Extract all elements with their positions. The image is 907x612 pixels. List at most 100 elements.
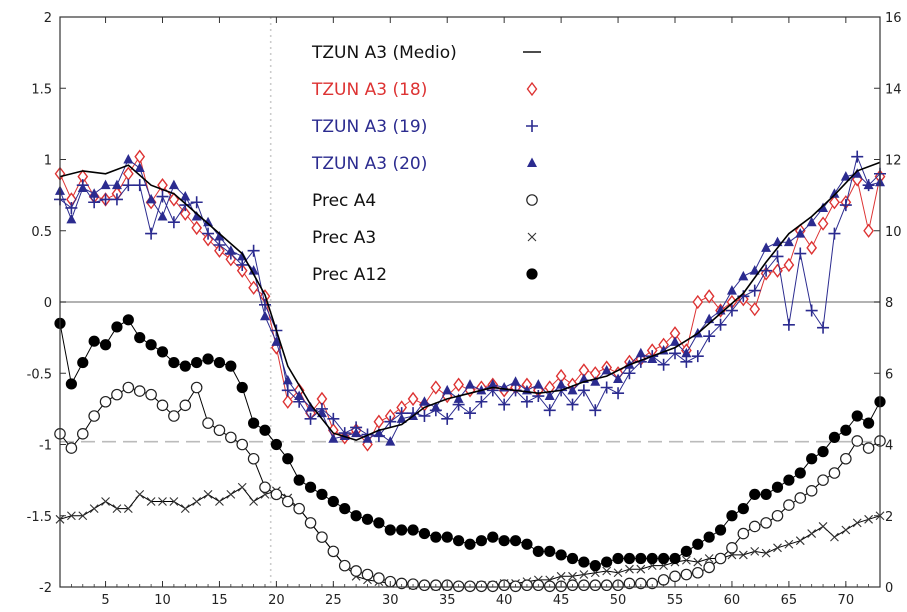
data-point-tzun-a3-18 xyxy=(248,280,259,295)
data-point-tzun-a3-20 xyxy=(203,216,214,227)
data-point-prec-a3 xyxy=(773,543,782,553)
data-point-tzun-a3-19 xyxy=(167,216,180,229)
series-prec-a4 xyxy=(54,381,886,593)
data-point-tzun-a3-18 xyxy=(806,240,818,256)
data-point-prec-a3 xyxy=(682,555,691,565)
data-point-prec-a4 xyxy=(190,381,203,394)
data-point-prec-a3 xyxy=(78,511,88,521)
data-point-tzun-a3-20 xyxy=(795,228,806,238)
data-point-prec-a12 xyxy=(464,538,476,550)
data-point-tzun-a3-20 xyxy=(704,313,715,324)
y2-tick-label: 12 xyxy=(885,154,902,169)
data-point-tzun-a3-19 xyxy=(589,404,602,417)
data-point-prec-a12 xyxy=(828,431,841,443)
x-tick-label: 50 xyxy=(610,593,627,608)
data-point-prec-a3 xyxy=(738,550,748,560)
data-point-tzun-a3-20 xyxy=(180,191,191,201)
data-point-prec-a4 xyxy=(304,517,317,529)
data-point-prec-a4 xyxy=(851,435,864,447)
data-point-tzun-a3-20 xyxy=(430,401,441,412)
data-point-tzun-a3-19 xyxy=(441,412,454,425)
data-point-tzun-a3-19 xyxy=(327,412,340,425)
data-point-tzun-a3-20 xyxy=(852,168,863,178)
data-point-tzun-a3-20 xyxy=(818,202,829,212)
data-point-prec-a3 xyxy=(795,536,805,546)
y-tick-label: -1 xyxy=(39,439,52,454)
data-point-prec-a12 xyxy=(225,360,237,372)
data-point-tzun-a3-18 xyxy=(191,220,203,236)
data-point-prec-a3 xyxy=(135,489,145,499)
data-point-tzun-a3-20 xyxy=(248,265,259,275)
data-point-prec-a4 xyxy=(635,577,647,590)
y-tick-label: -1.5 xyxy=(27,510,52,525)
data-point-tzun-a3-19 xyxy=(703,330,716,343)
data-point-tzun-a3-18 xyxy=(783,257,795,273)
y2-tick-label: 10 xyxy=(885,225,902,240)
x-tick-label: 45 xyxy=(553,593,570,608)
data-point-prec-a12 xyxy=(99,339,112,351)
data-point-prec-a12 xyxy=(555,549,567,561)
data-point-tzun-a3-20 xyxy=(396,413,407,423)
data-point-prec-a12 xyxy=(680,545,692,557)
series-prec-a12 xyxy=(54,314,886,572)
data-point-prec-a12 xyxy=(282,453,294,465)
data-point-tzun-a3-19 xyxy=(133,179,146,192)
data-point-prec-a4 xyxy=(338,559,351,572)
data-point-prec-a12 xyxy=(498,535,510,547)
data-point-tzun-a3-19 xyxy=(532,390,545,403)
data-point-prec-a12 xyxy=(521,538,533,550)
data-point-prec-a3 xyxy=(89,504,99,514)
data-point-prec-a4 xyxy=(771,509,784,522)
data-point-tzun-a3-19 xyxy=(122,179,135,192)
data-point-tzun-a3-19 xyxy=(384,415,397,428)
data-point-prec-a4 xyxy=(293,502,305,515)
data-point-tzun-a3-20 xyxy=(77,182,88,192)
data-point-prec-a12 xyxy=(270,438,282,451)
data-point-tzun-a3-20 xyxy=(260,310,270,321)
data-point-tzun-a3-19 xyxy=(691,350,704,363)
legend-item-prec-a12: Prec A12 xyxy=(312,265,538,285)
data-point-prec-a3 xyxy=(556,571,566,581)
data-point-prec-a3 xyxy=(864,514,873,524)
data-point-prec-a4 xyxy=(737,527,750,540)
data-point-tzun-a3-19 xyxy=(213,239,226,251)
data-point-tzun-a3-18 xyxy=(373,414,385,429)
data-point-prec-a3 xyxy=(568,571,577,581)
data-point-prec-a12 xyxy=(475,535,487,547)
data-point-prec-a12 xyxy=(851,410,863,422)
data-point-prec-a3 xyxy=(852,518,862,528)
data-point-prec-a12 xyxy=(304,481,317,493)
data-point-prec-a3 xyxy=(180,504,190,514)
data-point-tzun-a3-19 xyxy=(418,410,431,422)
data-point-prec-a4 xyxy=(168,410,180,422)
data-point-tzun-a3-20 xyxy=(157,211,168,221)
data-point-prec-a3 xyxy=(818,522,828,531)
data-point-tzun-a3-20 xyxy=(761,242,772,252)
data-point-tzun-a3-19 xyxy=(657,358,670,371)
x-tick-label: 20 xyxy=(268,593,285,608)
data-point-prec-a4 xyxy=(623,577,636,590)
series-tzun-a3-19 xyxy=(54,150,886,442)
data-point-tzun-a3-19 xyxy=(202,227,215,240)
data-point-prec-a3 xyxy=(215,497,224,506)
data-point-prec-a4 xyxy=(122,381,135,394)
data-point-tzun-a3-20 xyxy=(783,236,794,247)
data-point-prec-a12 xyxy=(384,524,396,536)
x-tick-label: 65 xyxy=(781,593,798,608)
data-point-prec-a4 xyxy=(691,566,704,579)
data-point-prec-a4 xyxy=(259,481,271,494)
data-point-tzun-a3-20 xyxy=(168,179,179,190)
data-point-prec-a4 xyxy=(840,452,852,465)
data-point-prec-a4 xyxy=(646,577,659,590)
y2-tick-label: 6 xyxy=(885,367,893,382)
data-point-tzun-a3-20 xyxy=(806,216,817,227)
data-point-tzun-a3-20 xyxy=(556,379,567,389)
data-point-tzun-a3-19 xyxy=(817,321,830,334)
data-point-prec-a3 xyxy=(613,568,623,578)
data-point-prec-a12 xyxy=(783,474,795,486)
data-point-prec-a3 xyxy=(146,497,156,506)
data-point-prec-a12 xyxy=(88,335,100,347)
data-point-prec-a4 xyxy=(794,492,807,504)
data-point-prec-a12 xyxy=(327,495,339,508)
